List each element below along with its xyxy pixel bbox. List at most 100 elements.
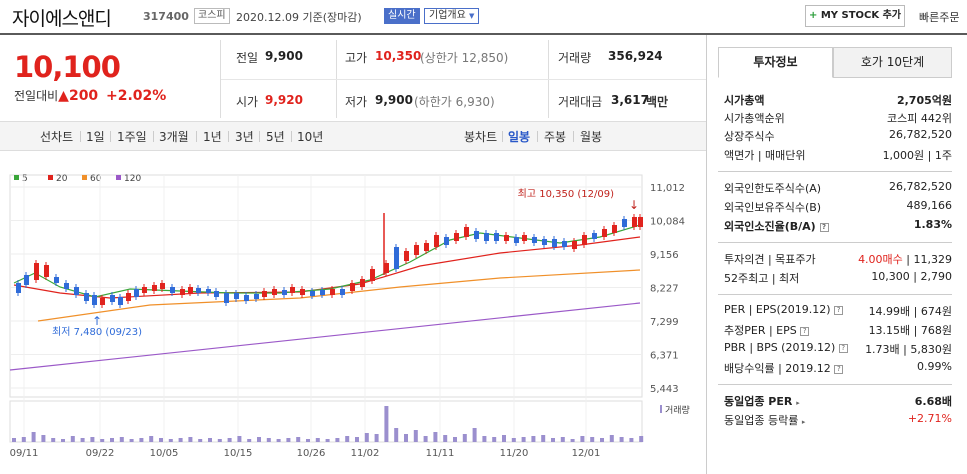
x-tick-label: 09/11 [10, 448, 39, 459]
tab-period-1w[interactable]: 1주일 [117, 130, 147, 144]
tab-orderbook-10[interactable]: 호가 10단계 [833, 47, 952, 78]
volume-value: 356,924 [608, 49, 663, 63]
divider [259, 131, 260, 142]
max-arrow-icon: ↓ [629, 198, 639, 212]
right-panel [706, 35, 967, 474]
candle [454, 233, 459, 241]
foreign-hold-label: 외국인보유주식수(B) [724, 201, 822, 214]
quick-order-link[interactable]: 빠른주문 [919, 11, 960, 24]
volume-bar [560, 437, 565, 442]
volume-bar [629, 438, 634, 442]
low-value: 9,900 [375, 93, 413, 107]
candle [84, 293, 89, 301]
target-price: 11,329 [913, 253, 953, 266]
candle [638, 217, 643, 227]
divider [718, 384, 952, 385]
volume-bar [227, 438, 232, 442]
par-value: 1,000원 | 1주 [882, 149, 952, 162]
candle [384, 263, 389, 273]
divider [718, 171, 952, 172]
tab-period-10y[interactable]: 10년 [297, 130, 324, 144]
candle [244, 295, 249, 301]
dividend-label: 배당수익률 | 2019.12 [724, 362, 831, 375]
tab-candle-monthly[interactable]: 월봉 [580, 130, 603, 144]
foreign-ratio-row: 외국인소진율(B/A) ? 1.83% [724, 218, 952, 236]
tab-invest-info[interactable]: 투자정보 [718, 47, 833, 78]
volume-bar [276, 439, 281, 442]
candle [196, 288, 201, 293]
foreign-ratio-label: 외국인소진율(B/A) [724, 220, 816, 233]
candle [414, 245, 419, 255]
legend-swatch [14, 175, 19, 180]
par-row: 액면가 | 매매단위 1,000원 | 1주 [724, 147, 952, 165]
volume-legend-swatch [660, 405, 662, 413]
volume-bar [472, 428, 477, 442]
volume-bar [61, 439, 65, 442]
volume-bar [247, 439, 252, 442]
industry-per-row: 동일업종 PER ▸ 6.68배 [724, 393, 952, 411]
high-label: 고가 [345, 51, 368, 65]
x-tick-label: 11/02 [351, 448, 380, 459]
foreign-hold-row: 외국인보유주식수(B) 489,166 [724, 199, 952, 217]
tab-period-1y[interactable]: 1년 [203, 130, 222, 144]
y-tick-label: 8,227 [650, 284, 679, 295]
volume-bar [531, 436, 536, 442]
candle [350, 283, 355, 291]
tab-period-3y[interactable]: 3년 [235, 130, 254, 144]
ma120-line [9, 302, 641, 371]
volume-bar [609, 435, 614, 442]
realtime-button[interactable]: 실시간 [384, 8, 420, 24]
est-per-value: 13.15배 | 768원 [868, 324, 952, 337]
help-icon[interactable]: ? [800, 327, 810, 336]
divider [718, 242, 952, 243]
triangle-right-icon: ▸ [796, 399, 800, 407]
market-cap-label: 시가총액 [724, 94, 765, 107]
tab-candle-weekly[interactable]: 주봉 [544, 130, 567, 144]
week52-value: 10,300 | 2,790 [871, 270, 952, 283]
mystock-add-button[interactable]: + MY STOCK 추가 [805, 5, 905, 27]
help-icon[interactable]: ? [834, 365, 844, 374]
dividend-row: 배당수익률 | 2019.12 ? 0.99% [724, 360, 952, 378]
volume-bar [51, 438, 56, 442]
candle [54, 277, 59, 283]
volume-bar [208, 438, 212, 442]
volume-bar [119, 437, 124, 442]
candle [494, 233, 499, 241]
diff-value: 200 [68, 88, 99, 104]
volume-bar [31, 432, 36, 442]
base-date: 2020.12.09 기준(장마감) [236, 11, 362, 24]
row-divider [221, 79, 706, 80]
tab-period-1d[interactable]: 1일 [86, 130, 105, 144]
divider [220, 40, 221, 118]
candle [532, 237, 537, 243]
industry-per-value: 6.68배 [914, 395, 952, 408]
company-info-label: 기업개요 [429, 10, 466, 21]
company-info-dropdown[interactable]: 기업개요 ▼ [424, 8, 480, 24]
x-tick-label: 11/20 [500, 448, 529, 459]
volume-bar [492, 437, 497, 442]
est-per-label: 추정PER | EPS [724, 324, 797, 337]
help-icon[interactable]: ? [838, 344, 848, 353]
open-value: 9,920 [265, 93, 303, 107]
tab-period-3m[interactable]: 3개월 [159, 130, 189, 144]
help-icon[interactable]: ? [834, 306, 844, 315]
candle [424, 243, 429, 251]
plus-icon: + [808, 10, 818, 21]
tab-candle-chart[interactable]: 봉차트 [464, 130, 498, 144]
candle [152, 285, 157, 291]
candle [572, 241, 577, 249]
candle [484, 233, 489, 241]
candle [74, 287, 79, 295]
tab-line-chart[interactable]: 선차트 [40, 130, 74, 144]
candle [180, 289, 185, 295]
foreign-ratio-value: 1.83% [913, 218, 952, 231]
volume-bar [21, 437, 26, 442]
candle [126, 293, 131, 301]
high-value: 10,350 [375, 49, 422, 63]
candle [504, 235, 509, 241]
help-icon[interactable]: ? [819, 223, 829, 232]
tab-candle-daily[interactable]: 일봉 [508, 130, 531, 144]
tab-period-5y[interactable]: 5년 [266, 130, 285, 144]
divider [228, 131, 229, 142]
volume-legend-label: 거래량 [665, 404, 690, 416]
